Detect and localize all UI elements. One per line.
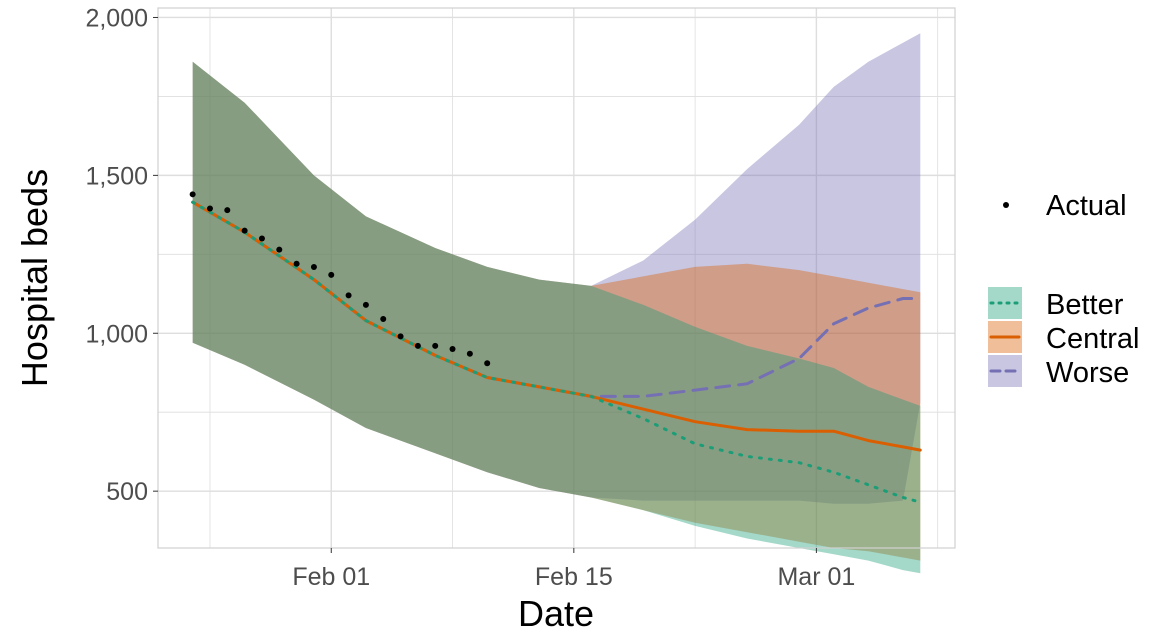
x-tick-label: Feb 01 — [292, 563, 370, 591]
y-axis-title: Hospital beds — [14, 169, 55, 387]
actual-point — [345, 292, 352, 299]
actual-point — [362, 301, 369, 308]
plot-panel-border — [157, 7, 956, 549]
actual-point — [328, 271, 335, 278]
actual-point — [414, 342, 421, 349]
ribbon-better — [192, 61, 921, 574]
legend-label-worse: Worse — [1046, 357, 1129, 389]
actual-point — [189, 191, 196, 198]
y-tick-label: 2,000 — [85, 4, 148, 32]
actual-point — [432, 342, 439, 349]
actual-point — [224, 207, 231, 214]
actual-point — [466, 350, 473, 357]
ribbon-central — [192, 61, 921, 561]
line-central — [191, 200, 922, 452]
actual-point — [293, 260, 300, 267]
x-tick-label: Mar 01 — [777, 563, 855, 591]
x-tick-label: Feb 15 — [535, 563, 613, 591]
x-axis-ticks: Feb 01 Feb 15 Mar 01 — [292, 548, 855, 591]
actual-point — [397, 333, 404, 340]
x-axis-title: Date — [518, 593, 594, 634]
y-tick-label: 1,500 — [85, 162, 148, 190]
legend-actual-label: Actual — [1046, 190, 1127, 222]
actual-point — [241, 227, 248, 234]
legend-label-central: Central — [1046, 323, 1140, 355]
actual-points — [189, 191, 491, 367]
actual-point — [310, 263, 317, 270]
legend-actual: Actual — [1003, 190, 1127, 222]
grid-lines — [158, 8, 955, 548]
y-tick-label: 500 — [106, 478, 148, 506]
actual-point — [276, 246, 283, 253]
scenario-lines — [191, 200, 922, 504]
actual-point — [258, 235, 265, 242]
legend-label-better: Better — [1046, 289, 1124, 321]
actual-point — [484, 360, 491, 367]
actual-point — [206, 205, 213, 212]
legend-actual-key — [1003, 202, 1009, 208]
y-tick-label: 1,000 — [85, 320, 148, 348]
actual-point — [380, 316, 387, 323]
actual-point — [449, 346, 456, 353]
y-axis-ticks: 500 1,000 1,500 2,000 — [85, 4, 158, 506]
